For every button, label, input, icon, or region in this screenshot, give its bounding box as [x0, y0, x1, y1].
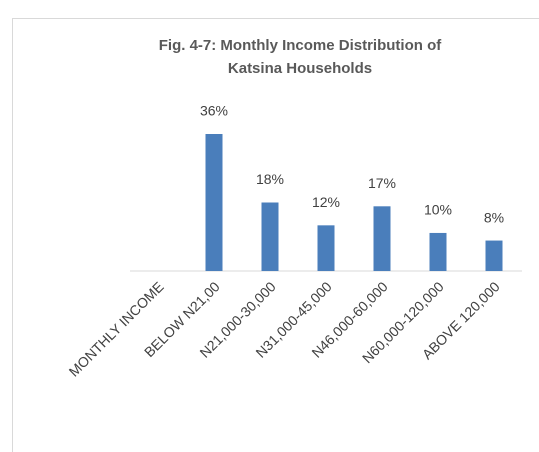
data-label: 10%: [424, 202, 452, 218]
bar: [317, 225, 335, 271]
bar: [261, 202, 279, 271]
data-label: 12%: [312, 194, 340, 210]
bar: [373, 206, 391, 271]
bar: [429, 232, 447, 271]
bar: [205, 134, 223, 271]
data-label: 18%: [256, 171, 284, 187]
chart-title: Fig. 4-7: Monthly Income Distribution of: [159, 37, 442, 54]
data-label: 8%: [484, 209, 504, 225]
chart-title: Katsina Households: [228, 60, 372, 77]
data-label: 17%: [368, 175, 396, 191]
bar: [485, 240, 503, 271]
data-label: 36%: [200, 103, 228, 119]
